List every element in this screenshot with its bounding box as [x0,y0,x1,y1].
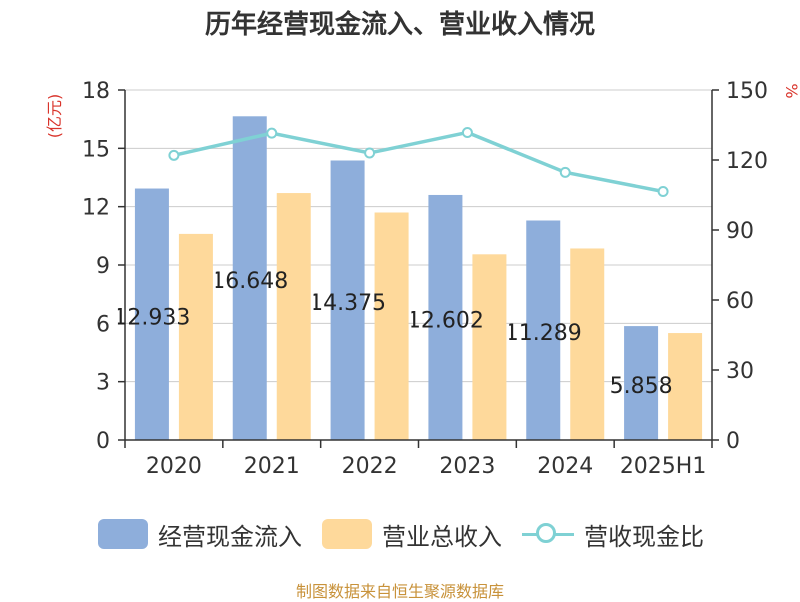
bar-cash-inflow [330,160,365,440]
line-ratio-point [364,147,376,159]
line-ratio-point [657,186,669,197]
bar-revenue [178,233,213,440]
bar-label-cash-inflow: 14.375 [309,291,386,316]
line-ratio-point [461,126,473,138]
bar-label-cash-inflow: 5.858 [610,374,673,399]
bar-revenue [374,212,409,440]
x-tick-label: 2023 [439,454,495,479]
line-ratio-point [559,166,571,178]
bar-revenue [276,193,311,440]
y-left-tick-label: 9 [96,254,110,279]
bar-cash-inflow [526,220,561,440]
data-source-note: 制图数据来自恒生聚源数据库 [295,582,504,601]
bar-cash-inflow [428,194,463,440]
bar-cash-inflow [624,326,659,440]
y-right-tick-label: 150 [726,79,768,104]
x-tick-label: 2020 [146,454,202,479]
y-right-tick-label: 30 [726,359,754,384]
bar-label-cash-inflow: 12.602 [407,308,484,333]
legend-label-revenue: 营业总收入 [382,522,502,551]
bar-label-cash-inflow: 16.648 [211,269,288,294]
bar-cash-inflow [134,188,169,440]
y-left-tick-label: 0 [96,429,110,454]
chart-plot: 0 3 6 9 12 15 18 0 30 60 90 120 150 2020 2021 2022 2023 2… [45,79,800,479]
x-tick-label: 2021 [244,454,300,479]
x-tick-label: 2022 [342,454,398,479]
legend-label-ratio: 营收现金比 [584,522,704,551]
bar-revenue [570,248,605,440]
bar-label-cash-inflow: 12.933 [113,305,190,330]
y-left-axis-label: (亿元) [45,94,64,139]
legend-item-ratio: 营收现金比 [522,516,704,552]
x-tick-label: 2024 [537,454,593,479]
chart-title: 历年经营现金流入、营业收入情况 [204,10,595,40]
line-ratio-point [168,149,180,161]
y-left-tick-label: 3 [96,371,110,396]
legend-swatch-cash-inflow [98,519,148,549]
legend-item-revenue: 营业总收入 [322,516,502,552]
line-ratio [173,130,664,194]
y-right-axis-label: % [782,83,800,98]
bar-revenue [668,333,703,440]
y-right-tick-label: 90 [726,219,754,244]
bar-cash-inflow [232,116,267,441]
y-right-tick-label: 120 [726,149,768,174]
legend-label-cash-inflow: 经营现金流入 [158,522,302,551]
bar-revenue [472,254,507,440]
legend-line-ratio [522,519,574,549]
legend-item-cash-inflow: 经营现金流入 [98,516,302,552]
line-ratio-point [266,127,278,139]
y-right-tick-label: 60 [726,289,754,314]
x-tick-label: 2025H1 [620,454,707,479]
y-left-tick-label: 18 [82,79,110,104]
y-left-tick-label: 15 [82,137,110,162]
y-left-tick-label: 12 [82,196,110,221]
chart-legend: 经营现金流入 营业总收入 营收现金比 [0,516,800,556]
bar-label-cash-inflow: 11.289 [505,321,582,346]
legend-swatch-revenue [322,519,372,549]
y-right-tick-label: 0 [726,429,740,454]
y-left-tick-label: 6 [96,312,110,337]
